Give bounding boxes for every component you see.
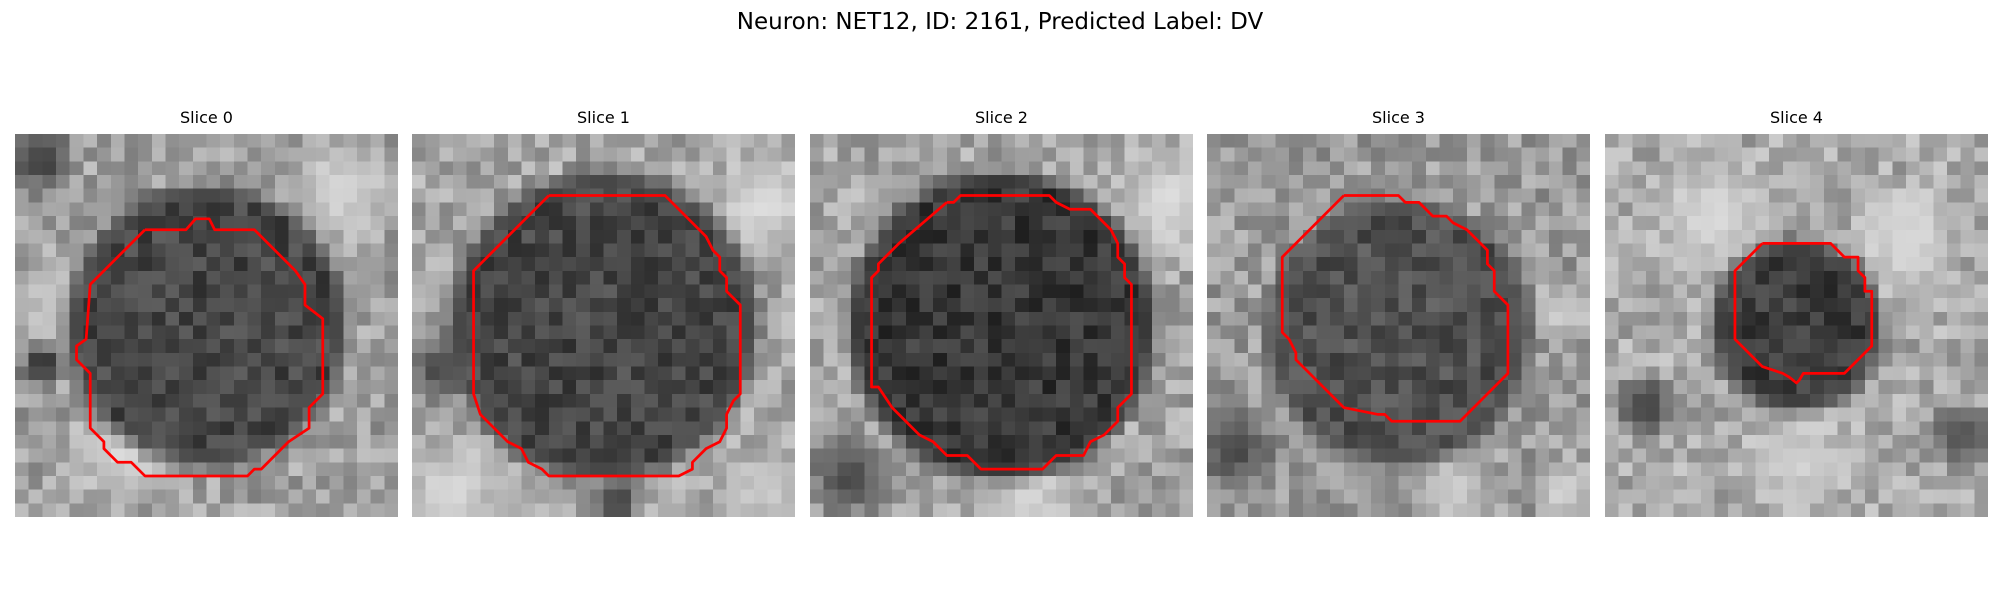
pixel-grid — [810, 134, 1193, 517]
slice-image — [810, 134, 1193, 517]
slice-title: Slice 4 — [1770, 108, 1823, 127]
slice-image — [15, 134, 398, 517]
figure-title: Neuron: NET12, ID: 2161, Predicted Label… — [736, 9, 1264, 35]
slice-panel-2: Slice 2 — [810, 108, 1193, 517]
pixel-grid — [412, 134, 795, 517]
neuron-contour — [472, 194, 742, 478]
slice-panel-3: Slice 3 — [1207, 108, 1590, 517]
slice-panel-4: Slice 4 — [1605, 108, 1988, 517]
pixel-grid — [1605, 134, 1988, 517]
pixel-grid — [1207, 134, 1590, 517]
neuron-contour — [1280, 194, 1510, 423]
slice-image — [1605, 134, 1988, 517]
slice-panel-1: Slice 1 — [412, 108, 795, 517]
neuron-contour — [870, 194, 1133, 471]
pixel-grid — [15, 134, 398, 517]
neuron-contour — [1733, 242, 1874, 385]
slice-image — [412, 134, 795, 517]
slice-title: Slice 3 — [1372, 108, 1425, 127]
slice-title: Slice 1 — [577, 108, 630, 127]
slice-title: Slice 2 — [975, 108, 1028, 127]
slice-title: Slice 0 — [180, 108, 233, 127]
neuron-contour — [75, 217, 325, 478]
slice-image — [1207, 134, 1590, 517]
slice-panel-0: Slice 0 — [15, 108, 398, 517]
